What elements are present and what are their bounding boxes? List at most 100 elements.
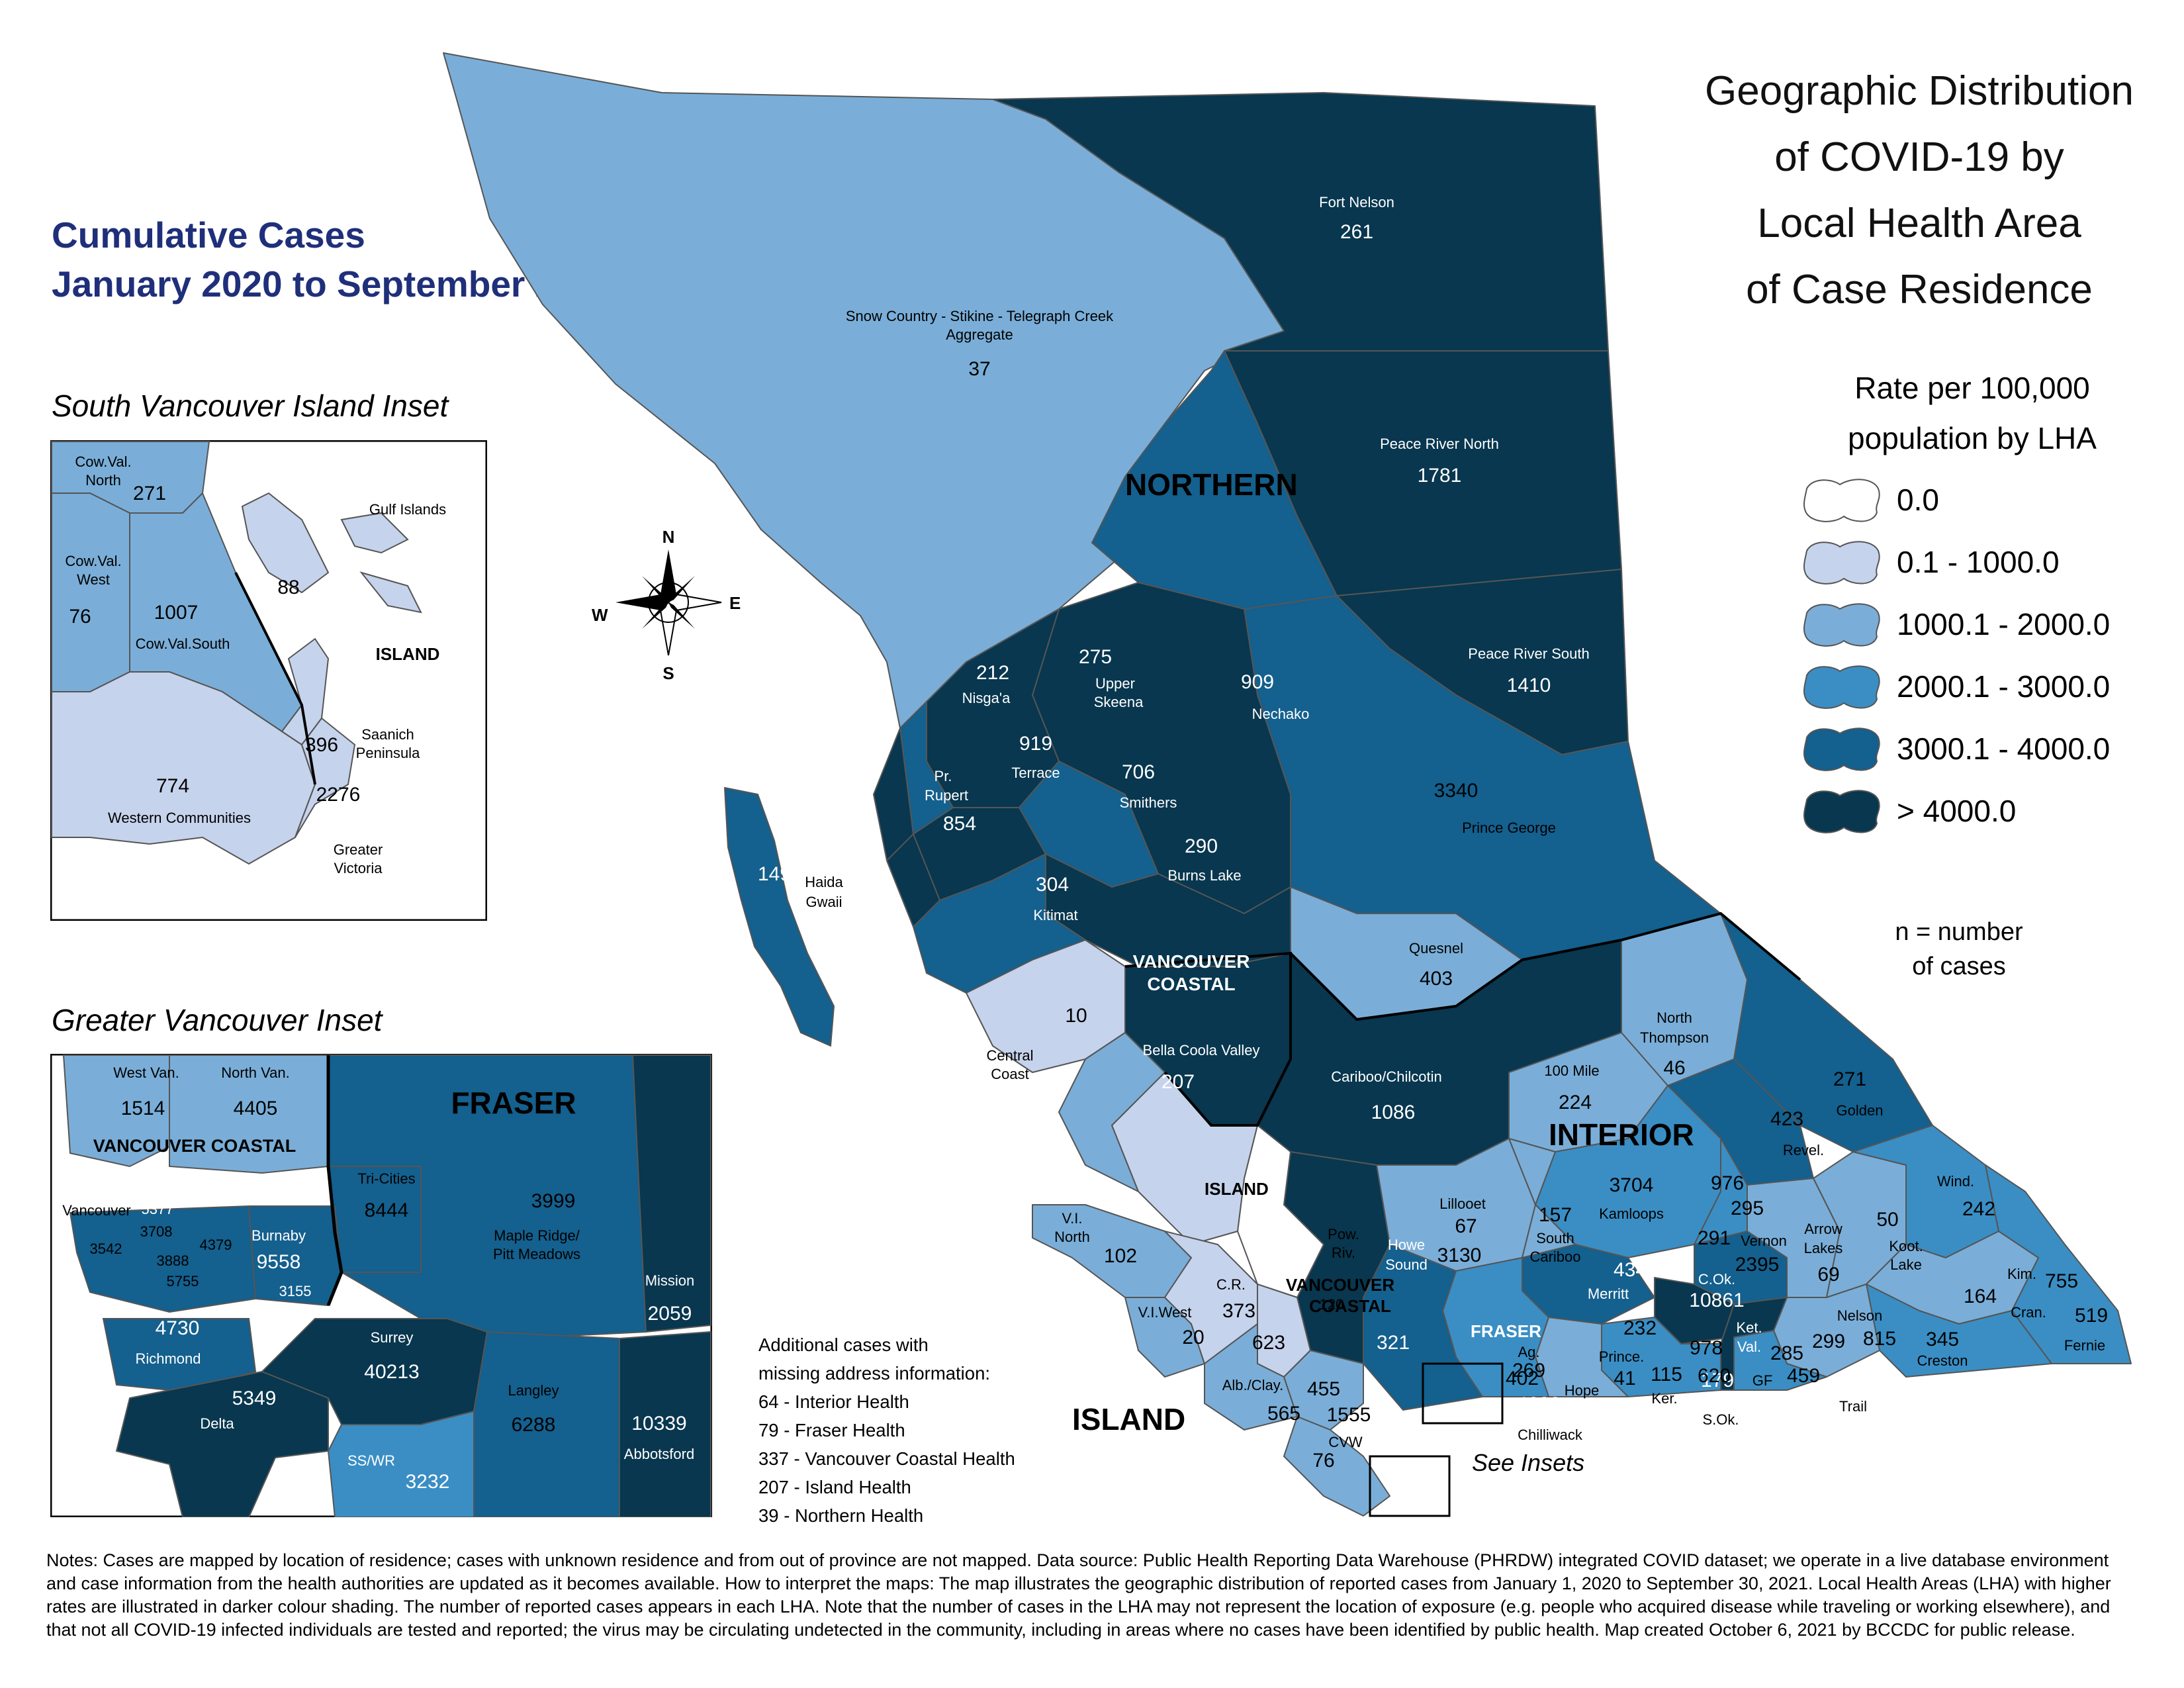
count-agassiz: 402 <box>1506 1368 1539 1389</box>
label-pow-riv-2: Riv. <box>1332 1244 1355 1261</box>
gv-count-3708: 3708 <box>140 1223 173 1240</box>
svi-count-cow-val-west: 76 <box>69 606 91 628</box>
label-chilliwack: Chilliwack <box>1518 1427 1583 1443</box>
lha-island-mainland-light-shape <box>1058 1032 1165 1192</box>
bc-map: N S E W NORTHERN INTERIOR ISLAND ISLAND … <box>443 52 2132 1517</box>
count-cr: 373 <box>1222 1300 1255 1322</box>
count-princeton: 41 <box>1614 1368 1635 1389</box>
count-ket-val: 285 <box>1770 1342 1803 1364</box>
count-hope: 269 <box>1512 1360 1545 1382</box>
label-koot-lake-1: Koot. <box>1889 1238 1923 1254</box>
label-kamloops: Kamloops <box>1599 1205 1664 1222</box>
svi-count-cow-val-south: 1007 <box>154 602 199 624</box>
gv-label-west-van: West Van. <box>113 1064 179 1081</box>
additional-item: 79 - Fraser Health <box>758 1420 905 1440</box>
label-pow-riv-1: Pow. <box>1328 1226 1359 1243</box>
additional-item: 207 - Island Health <box>758 1477 911 1497</box>
svi-count-cow-val-north: 271 <box>133 483 166 504</box>
label-ket-val-2: Val. <box>1737 1338 1761 1355</box>
lha-pr-rupert-shape <box>886 833 940 927</box>
gv-label-mission: Mission <box>645 1272 695 1289</box>
legend-title-line-2: population by LHA <box>1848 421 2097 455</box>
label-vi-west: V.I.West <box>1138 1304 1192 1321</box>
label-kimberley: Kim. <box>2007 1266 2036 1282</box>
lha-haida-gwaii-shape <box>724 787 835 1047</box>
count-shuswap: 976 <box>1711 1172 1744 1194</box>
gv-count-west-van: 1514 <box>121 1098 165 1119</box>
label-central-coast-2: Coast <box>991 1066 1028 1082</box>
gv-label-langley: Langley <box>508 1382 559 1399</box>
lha-cvw-shape <box>1283 1416 1390 1517</box>
gv-count-maple-ridge: 3999 <box>531 1190 576 1212</box>
legend-title: Rate per 100,000 population by LHA <box>1747 363 2184 463</box>
count-vi-north: 102 <box>1104 1245 1137 1267</box>
additional-item: 39 - Northern Health <box>758 1505 924 1526</box>
label-smithers: Smithers <box>1120 794 1177 811</box>
count-prince-george: 3340 <box>1434 780 1479 802</box>
label-vi-north-2: North <box>1054 1229 1090 1245</box>
gv-abbotsford-shape <box>619 1331 711 1517</box>
count-castlegar: 299 <box>1812 1331 1845 1352</box>
label-fernie: Fernie <box>2064 1337 2105 1354</box>
label-cr: C.R. <box>1216 1276 1246 1293</box>
count-455: 455 <box>1307 1378 1340 1400</box>
region-vc-line-2: COASTAL <box>1147 974 1235 994</box>
main-title-line-4: of Case Residence <box>1746 267 2093 312</box>
legend-label: 2000.1 - 3000.0 <box>1897 669 2111 704</box>
lha-creston-shape <box>1866 1284 2052 1378</box>
gv-count-abbotsford: 10339 <box>631 1413 686 1434</box>
label-howe-sound-1: Howe <box>1388 1237 1425 1253</box>
count-vernon-291: 291 <box>1698 1227 1731 1249</box>
gv-count-3542: 3542 <box>90 1241 122 1257</box>
lha-fort-nelson-shape <box>992 92 1609 352</box>
region-vc-small-line-2: COASTAL <box>1309 1296 1391 1316</box>
count-smithers: 706 <box>1122 761 1155 783</box>
gv-sswr-shape <box>327 1410 475 1517</box>
region-vc-line-1: VANCOUVER <box>1133 951 1250 972</box>
svi-locator-box <box>1369 1455 1451 1517</box>
label-nechako: Nechako <box>1252 706 1310 722</box>
svi-label-cow-val-west-1: Cow.Val. <box>65 553 121 569</box>
label-south-cariboo-2: Cariboo <box>1529 1248 1580 1265</box>
count-cariboo: 1086 <box>1371 1102 1416 1123</box>
label-nisgaa: Nisga'a <box>962 690 1011 706</box>
gv-label-tri-cities: Tri-Cities <box>357 1170 415 1187</box>
label-alb-clay: Alb./Clay. <box>1222 1377 1284 1393</box>
lha-golden-shape <box>1720 913 1933 1152</box>
additional-item: 64 - Interior Health <box>758 1391 909 1412</box>
count-keremeos: 115 <box>1651 1364 1682 1385</box>
count-terrace: 919 <box>1019 733 1052 755</box>
gv-count-tri-cities: 8444 <box>365 1199 409 1221</box>
count-qualicum: 623 <box>1252 1332 1285 1354</box>
label-merritt: Merritt <box>1588 1286 1629 1302</box>
count-upper-skeena: 275 <box>1079 646 1112 668</box>
label-peace-south: Peace River South <box>1468 645 1589 662</box>
count-windermere: 242 <box>1962 1198 1995 1220</box>
gv-inset-map: West Van. 1514 North Van. 4405 VANCOUVER… <box>50 1054 712 1517</box>
gv-count-richmond: 4730 <box>156 1317 200 1339</box>
svi-gulf-islands-shape <box>241 492 330 594</box>
count-nelson: 815 <box>1863 1328 1896 1350</box>
count-kimberley: 164 <box>1964 1286 1997 1307</box>
gv-inset-title: Greater Vancouver Inset <box>52 1003 383 1037</box>
gv-label-vancouver-coastal: VANCOUVER COASTAL <box>93 1136 296 1156</box>
label-princeton: Prince. <box>1599 1348 1644 1365</box>
label-ket-val-1: Ket. <box>1736 1319 1762 1336</box>
label-creston: Creston <box>1917 1352 1968 1369</box>
gv-count-surrey: 40213 <box>364 1361 419 1383</box>
label-vi-north-1: V.I. <box>1062 1210 1083 1227</box>
count-lillooet: 67 <box>1455 1215 1477 1237</box>
gv-count-vancouver: 5377 <box>142 1201 174 1217</box>
count-summerland: 620 <box>1698 1365 1731 1387</box>
compass-w: W <box>592 605 608 625</box>
svi-inset-map: Cow.Val. North 271 Gulf Islands 88 Cow.V… <box>50 440 487 921</box>
count-cranbrook: 755 <box>2045 1270 2078 1292</box>
legend-swatch <box>1803 665 1880 709</box>
count-penticton-978: 978 <box>1690 1337 1723 1359</box>
region-island: ISLAND <box>1072 1402 1185 1436</box>
count-fernie: 519 <box>2075 1305 2108 1327</box>
count-nechako: 909 <box>1241 671 1274 693</box>
count-gf: 179 <box>1701 1370 1734 1391</box>
label-arrow-lakes-1: Arrow <box>1804 1221 1843 1237</box>
gv-mission-shape <box>631 1055 711 1333</box>
